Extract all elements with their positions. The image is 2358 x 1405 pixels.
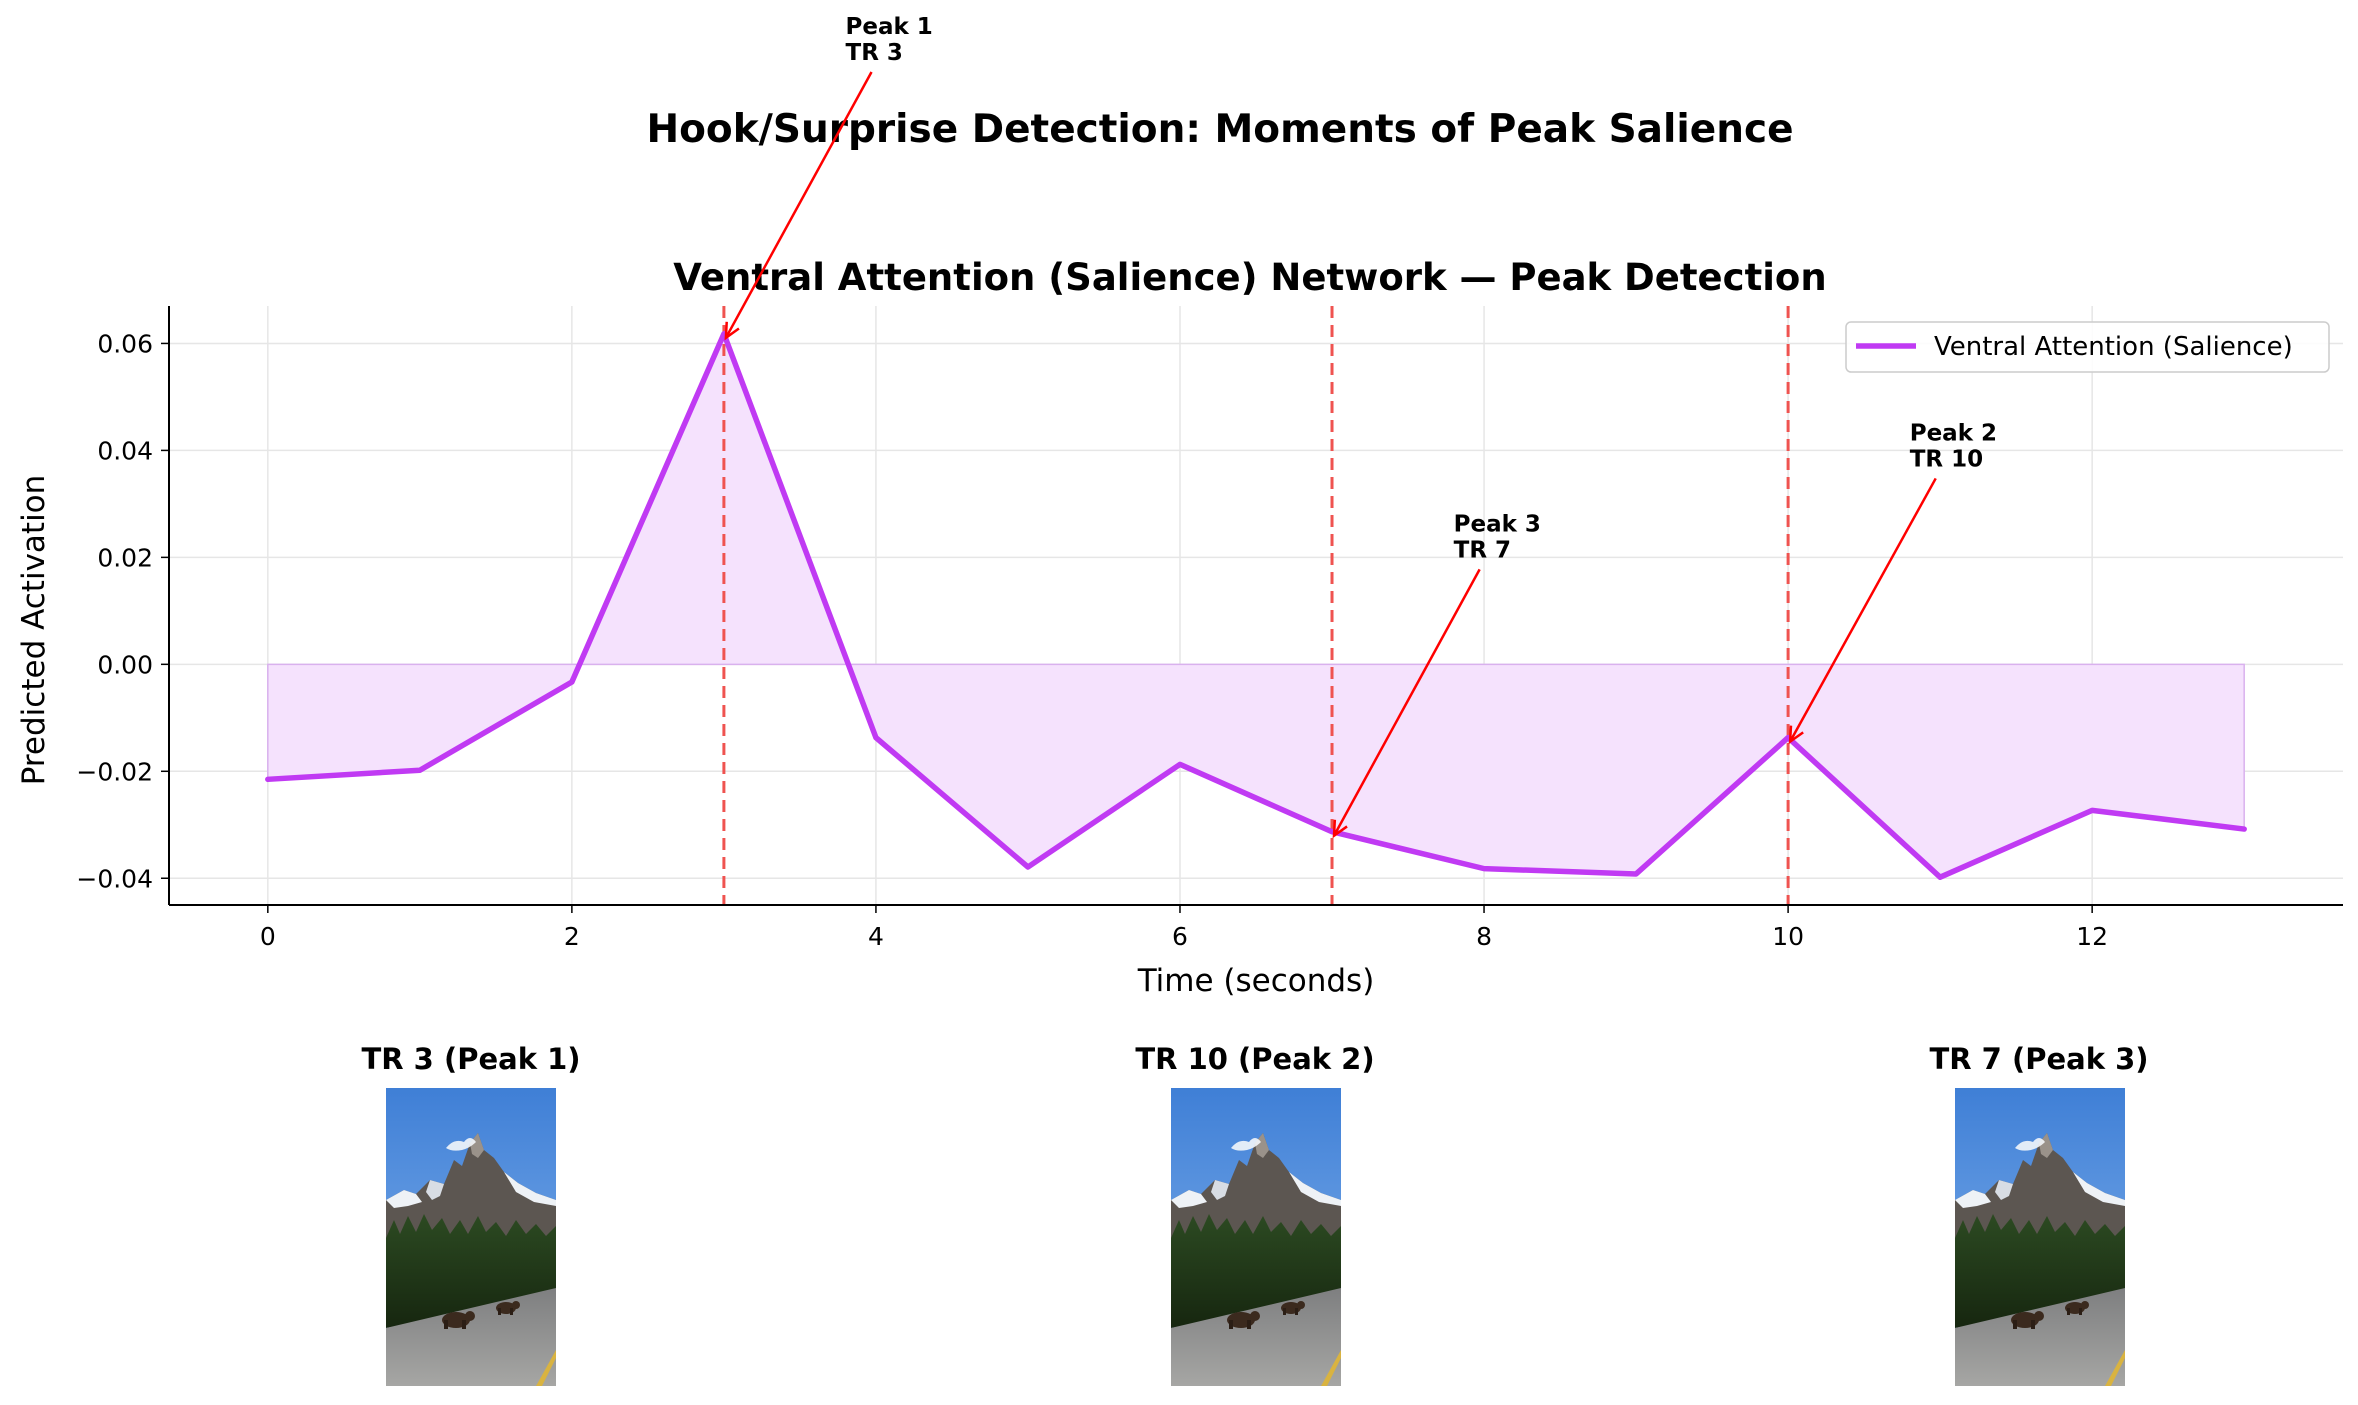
annotation-arrowhead <box>1788 725 1804 745</box>
x-tick-label: 6 <box>1172 922 1188 951</box>
y-tick-label: −0.04 <box>76 864 153 893</box>
y-tick-label: 0.04 <box>97 436 153 465</box>
peak-annotation: Peak 2TR 10 <box>1788 420 1997 745</box>
y-axis-label: Predicted Activation <box>16 475 52 786</box>
x-tick-label: 0 <box>260 922 276 951</box>
y-tick-label: −0.02 <box>76 757 153 786</box>
annotation-arrow <box>1789 477 1937 743</box>
y-tick-label: 0.00 <box>97 650 153 679</box>
legend-box <box>1845 321 2330 373</box>
legend-label: Ventral Attention (Salience) <box>1934 332 2293 362</box>
x-tick-label: 10 <box>1772 922 1804 951</box>
y-tick-label: 0.06 <box>97 329 153 358</box>
annotation-arrowhead <box>724 321 740 341</box>
peak-annotation: Peak 3TR 7 <box>1332 511 1541 839</box>
annotation-arrow <box>724 71 873 339</box>
x-axis-label: Time (seconds) <box>1137 963 1375 999</box>
thumbnail-title: TR 7 (Peak 3) <box>1929 1042 2148 1076</box>
thumbnail-peak-2: TR 10 (Peak 2) <box>1135 1042 1375 1386</box>
video-frame-image <box>1171 1088 1341 1386</box>
x-tick-label: 12 <box>2076 922 2108 951</box>
figure-title: Hook/Surprise Detection: Moments of Peak… <box>646 107 1793 152</box>
legend: Ventral Attention (Salience) <box>1845 321 2330 373</box>
annotation-label: Peak 2 <box>1910 420 1997 446</box>
annotation-label: TR 7 <box>1454 537 1511 563</box>
annotation-arrowhead <box>1332 819 1348 839</box>
series-line <box>265 331 2247 880</box>
annotation-label: Peak 3 <box>1454 511 1541 537</box>
series-lines <box>265 331 2247 880</box>
annotation-arrow <box>1332 568 1481 837</box>
annotation-label: Peak 1 <box>846 14 933 40</box>
peak-annotations: Peak 1TR 3 Peak 2TR 10 Peak 3TR 7 <box>724 14 1997 839</box>
video-frame-image <box>386 1088 556 1386</box>
thumbnail-peak-1: TR 3 (Peak 1) <box>361 1042 581 1386</box>
x-tick-label: 4 <box>868 922 884 951</box>
chart-title: Ventral Attention (Salience) Network — P… <box>673 256 1826 299</box>
x-tick-label: 8 <box>1476 922 1492 951</box>
thumbnail-title: TR 10 (Peak 2) <box>1135 1042 1374 1076</box>
x-tick-label: 2 <box>564 922 580 951</box>
axis-ticks: 0 2 4 6 8 10 12 −0.04 −0.02 0.00 0.02 0.04 0.06 <box>76 329 2108 951</box>
video-frame-image <box>1955 1088 2125 1386</box>
thumbnail-peak-3: TR 7 (Peak 3) <box>1929 1042 2149 1386</box>
annotation-label: TR 3 <box>846 40 903 66</box>
y-tick-label: 0.02 <box>97 543 153 572</box>
annotation-label: TR 10 <box>1910 446 1983 472</box>
peak-lines <box>722 306 1790 905</box>
thumbnail-title: TR 3 (Peak 1) <box>361 1042 580 1076</box>
peak-annotation: Peak 1TR 3 <box>724 14 933 341</box>
